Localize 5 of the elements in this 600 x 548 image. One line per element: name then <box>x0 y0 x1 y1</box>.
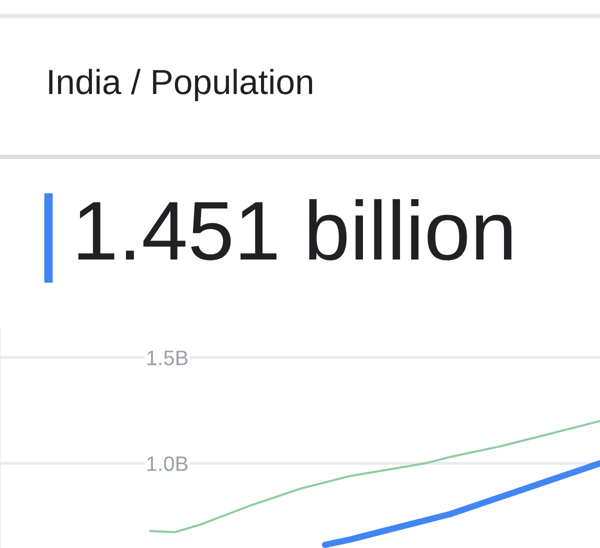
y-tick-label: 1.5B <box>147 350 188 366</box>
chart-title: India / Population <box>49 68 312 102</box>
y-tick-label: 1.0B <box>147 456 188 472</box>
line-series <box>148 420 600 534</box>
chart-subtitle: 1.451 billion <box>78 199 512 260</box>
